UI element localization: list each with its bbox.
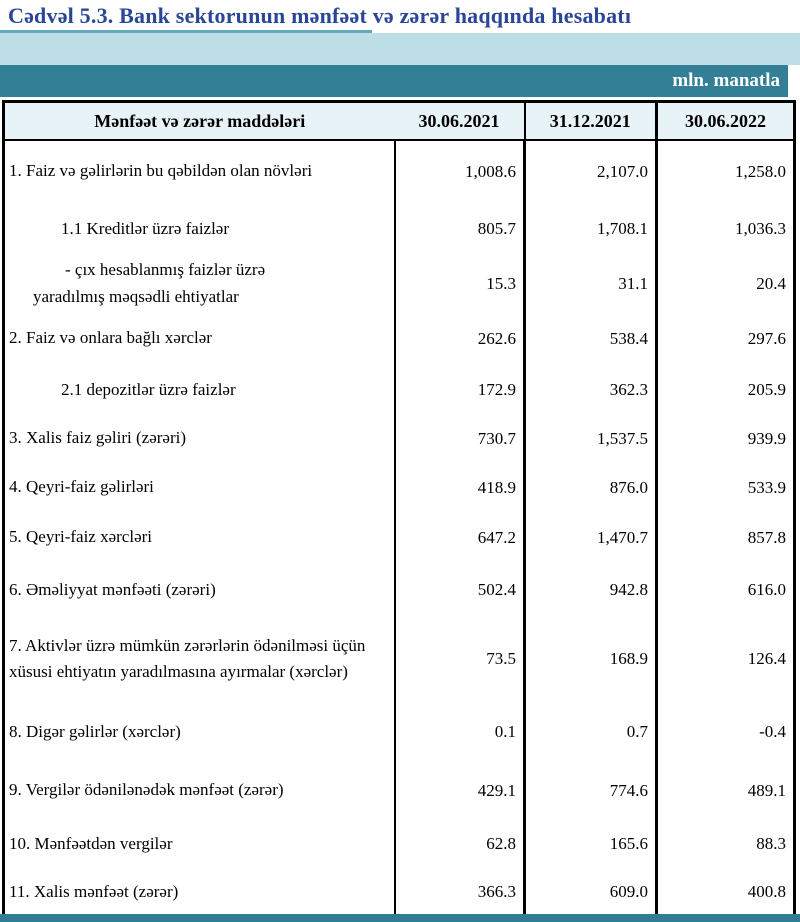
row-label: 4. Qeyri-faiz gəlirləri	[2, 463, 396, 512]
row-value: 857.8	[656, 512, 796, 563]
row-value: 172.9	[394, 366, 526, 414]
row-label: 3. Xalis faiz gəliri (zərəri)	[2, 414, 396, 463]
row-value: 362.3	[524, 366, 658, 414]
row-value: 1,470.7	[524, 512, 658, 563]
column-header-date-3: 30.06.2022	[656, 100, 796, 141]
row-value: 2,107.0	[524, 140, 658, 202]
row-value: 165.6	[524, 818, 658, 870]
title-underline	[0, 30, 372, 33]
row-value: 20.4	[656, 256, 796, 311]
row-value: 126.4	[656, 617, 796, 701]
row-label-line1: - çıx hesablanmış faizlər üzrə	[65, 260, 266, 280]
row-value: 1,708.1	[524, 202, 658, 256]
row-value: 418.9	[394, 463, 526, 512]
row-value: 168.9	[524, 617, 658, 701]
decorative-band-bottom	[0, 914, 800, 922]
page-title: Cədvəl 5.3. Bank sektorunun mənfəət və z…	[8, 3, 632, 28]
header-row: Mənfəət və zərər maddələri 30.06.2021 31…	[2, 100, 796, 141]
table-row: 1. Faiz və gəlirlərin bu qəbildən olan n…	[2, 140, 796, 202]
row-value: 1,036.3	[656, 202, 796, 256]
unit-band: mln. manatla	[0, 65, 788, 97]
table-row: 8. Digər gəlirlər (xərclər) 0.1 0.7 -0.4	[2, 701, 796, 763]
row-label-line2: yaradılmış məqsədli ehtiyatlar	[33, 286, 239, 306]
row-value: 774.6	[524, 763, 658, 818]
row-value: 262.6	[394, 311, 526, 366]
row-value: 0.7	[524, 701, 658, 763]
table-row: 7. Aktivlər üzrə mümkün zərərlərin ödəni…	[2, 617, 796, 701]
table-row: 6. Əməliyyat mənfəəti (zərəri) 502.4 942…	[2, 563, 796, 617]
table-row: 4. Qeyri-faiz gəlirləri 418.9 876.0 533.…	[2, 463, 796, 512]
column-header-date-2: 31.12.2021	[524, 100, 658, 141]
row-label: 8. Digər gəlirlər (xərclər)	[2, 701, 396, 763]
row-value: 1,008.6	[394, 140, 526, 202]
row-value: 730.7	[394, 414, 526, 463]
row-label-text: 2.1 depozitlər üzrə faizlər	[61, 379, 236, 399]
table-row: 5. Qeyri-faiz xərcləri 647.2 1,470.7 857…	[2, 512, 796, 563]
row-value: 31.1	[524, 256, 658, 311]
table-row: 1.1 Kreditlər üzrə faizlər 805.7 1,708.1…	[2, 202, 796, 256]
row-label: 1.1 Kreditlər üzrə faizlər	[2, 202, 396, 256]
row-value: 1,537.5	[524, 414, 658, 463]
column-header-date-1: 30.06.2021	[394, 100, 526, 141]
row-value: 429.1	[394, 763, 526, 818]
row-value: 876.0	[524, 463, 658, 512]
row-value: 366.3	[394, 870, 526, 918]
row-label: 7. Aktivlər üzrə mümkün zərərlərin ödəni…	[2, 617, 396, 701]
row-value: 609.0	[524, 870, 658, 918]
row-label: 5. Qeyri-faiz xərcləri	[2, 512, 396, 563]
column-header-items: Mənfəət və zərər maddələri	[2, 100, 395, 141]
row-value: -0.4	[656, 701, 796, 763]
row-value: 297.6	[656, 311, 796, 366]
row-value: 805.7	[394, 202, 526, 256]
table-row: 10. Mənfəətdən vergilər 62.8 165.6 88.3	[2, 818, 796, 870]
row-value: 489.1	[656, 763, 796, 818]
row-value: 939.9	[656, 414, 796, 463]
table-row: 11. Xalis mənfəət (zərər) 366.3 609.0 40…	[2, 870, 796, 918]
table-row: 2. Faiz və onlara bağlı xərclər 262.6 53…	[2, 311, 796, 366]
row-value: 647.2	[394, 512, 526, 563]
row-value: 88.3	[656, 818, 796, 870]
table-row: 2.1 depozitlər üzrə faizlər 172.9 362.3 …	[2, 366, 796, 414]
row-value: 62.8	[394, 818, 526, 870]
row-value: 538.4	[524, 311, 658, 366]
row-value: 73.5	[394, 617, 526, 701]
table-row: 9. Vergilər ödənilənədək mənfəət (zərər)…	[2, 763, 796, 818]
row-label: 2.1 depozitlər üzrə faizlər	[2, 366, 396, 414]
row-value: 1,258.0	[656, 140, 796, 202]
row-label: 2. Faiz və onlara bağlı xərclər	[2, 311, 396, 366]
row-label: 1. Faiz və gəlirlərin bu qəbildən olan n…	[2, 140, 396, 202]
row-value: 0.1	[394, 701, 526, 763]
row-value: 400.8	[656, 870, 796, 918]
row-value: 15.3	[394, 256, 526, 311]
row-label: 6. Əməliyyat mənfəəti (zərəri)	[2, 563, 396, 617]
decorative-band-light	[0, 33, 800, 65]
table-row: - çıx hesablanmış faizlər üzrə yaradılmı…	[2, 256, 796, 311]
row-label: 10. Mənfəətdən vergilər	[2, 818, 396, 870]
row-label-text: 1.1 Kreditlər üzrə faizlər	[61, 218, 230, 238]
row-label: 11. Xalis mənfəət (zərər)	[2, 870, 396, 918]
row-value: 616.0	[656, 563, 796, 617]
row-value: 942.8	[524, 563, 658, 617]
row-label: - çıx hesablanmış faizlər üzrə yaradılmı…	[2, 256, 396, 311]
table-row: 3. Xalis faiz gəliri (zərəri) 730.7 1,53…	[2, 414, 796, 463]
unit-label: mln. manatla	[672, 70, 780, 91]
row-value: 533.9	[656, 463, 796, 512]
row-value: 205.9	[656, 366, 796, 414]
row-value: 502.4	[394, 563, 526, 617]
row-label: 9. Vergilər ödənilənədək mənfəət (zərər)	[2, 763, 396, 818]
profit-loss-table: Mənfəət və zərər maddələri 30.06.2021 31…	[2, 100, 796, 918]
